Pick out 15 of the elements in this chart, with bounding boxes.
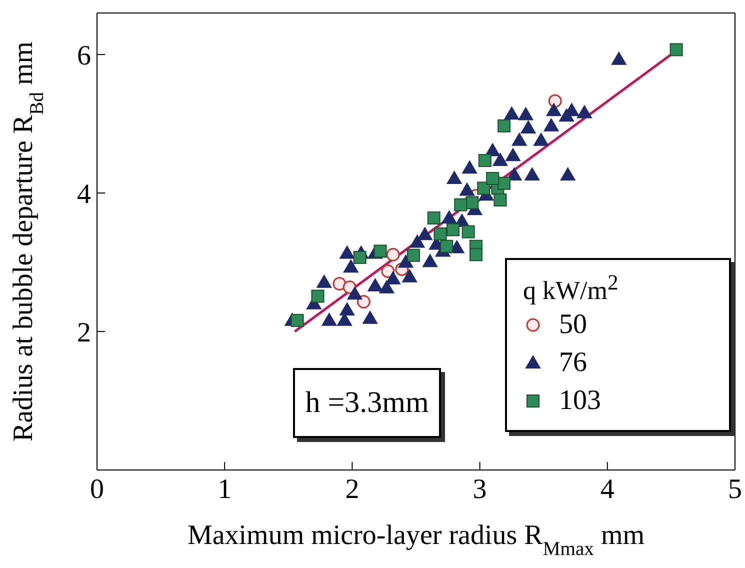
legend-title: q kW/m$^{2}$ <box>523 270 618 305</box>
y-tick-label: 2 <box>77 317 91 348</box>
x-tick-label: 0 <box>90 474 104 505</box>
x-tick-label: 1 <box>218 474 232 505</box>
x-axis-title: Maximum micro-layer radius R$_{Mmax}$ mm <box>187 520 645 560</box>
x-tick-label: 4 <box>600 474 614 505</box>
legend-label: 103 <box>559 384 601 418</box>
y-tick-label: 6 <box>77 40 91 72</box>
x-tick-label: 5 <box>728 474 742 505</box>
legend-label: 76 <box>559 346 587 380</box>
x-tick-label: 2 <box>345 474 360 505</box>
legend-label: 50 <box>559 308 587 342</box>
annotation: h =3.3mm <box>293 368 441 438</box>
y-tick-label: 4 <box>77 178 91 210</box>
x-tick-label: 3 <box>472 474 487 505</box>
